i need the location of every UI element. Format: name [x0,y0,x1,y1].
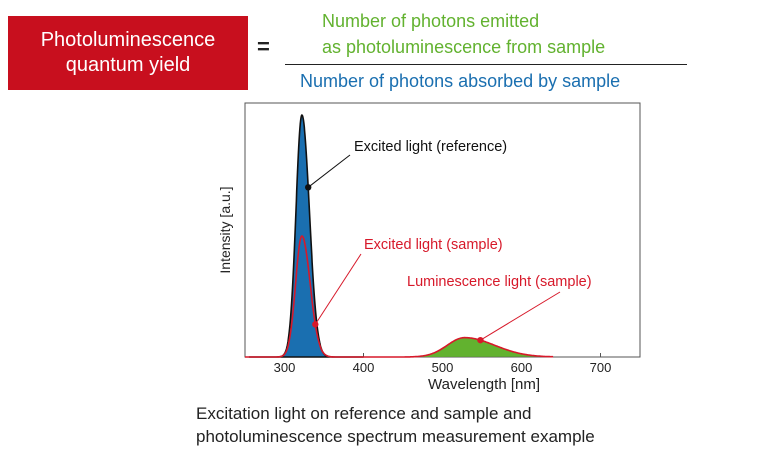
equals-sign: = [257,34,270,59]
caption-line1: Excitation light on reference and sample… [196,404,532,423]
quantum-yield-label-line1: Photoluminescence [40,29,216,51]
numerator: Number of photons emitted as photolumine… [322,8,605,60]
caption-line2: photoluminescence spectrum measurement e… [196,427,595,446]
x-tick-label: 700 [590,360,612,375]
x-tick-label: 400 [353,360,375,375]
x-tick-label: 300 [274,360,296,375]
annotation-reference-dot [305,184,312,191]
luminescence-fill [379,337,554,357]
annotation-luminescence-dot [477,336,484,344]
numerator-line2: as photoluminescence from sample [322,37,606,57]
quantum-yield-label: Photoluminescence quantum yield [8,16,248,90]
annotation-sample-label: Excited light (sample) [364,237,503,253]
annotation-luminescence-leader [480,291,561,341]
reference-peak [248,113,364,358]
caption: Excitation light on reference and sample… [196,402,595,448]
fraction-line [285,64,687,65]
quantum-yield-label-line2: quantum yield [65,54,191,76]
y-axis-label: Intensity [a.u.] [217,186,233,273]
x-tick-label: 600 [511,360,533,375]
sample-curve [245,235,554,358]
annotation-luminescence-label: Luminescence light (sample) [407,274,592,290]
spectrum-series: Excited light (reference) Excited light (… [245,113,592,358]
x-tick-label: 500 [432,360,454,375]
x-axis-label: Wavelength [nm] [428,376,540,393]
annotation-reference-leader [307,154,351,188]
numerator-line1: Number of photons emitted [322,11,540,31]
denominator: Number of photons absorbed by sample [300,71,621,91]
annotation-sample-leader [314,253,362,325]
annotation-reference-label: Excited light (reference) [354,139,507,155]
annotation-sample-dot [312,321,319,328]
